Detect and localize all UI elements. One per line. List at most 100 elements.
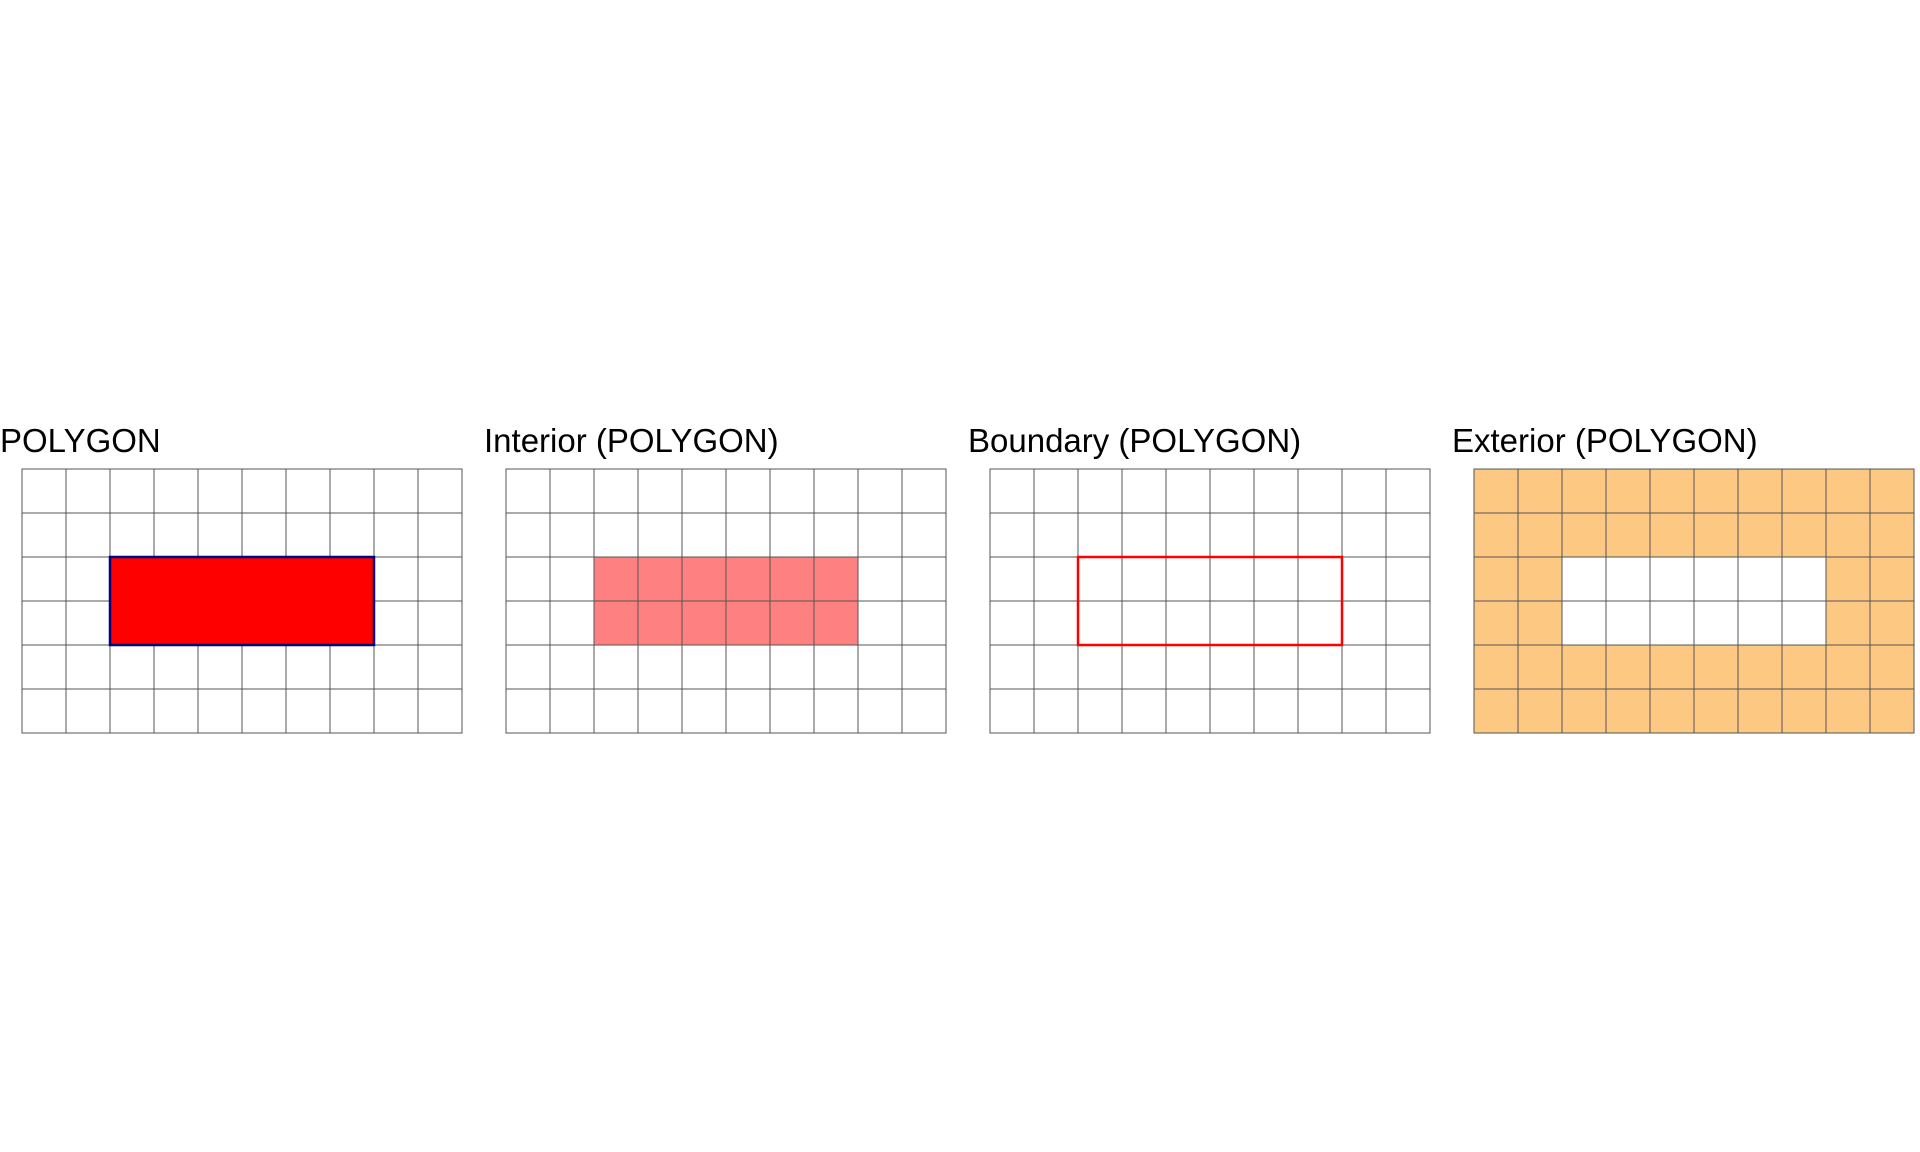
grid-cell	[197, 512, 243, 558]
grid-cell	[1737, 512, 1783, 558]
grid-cell	[857, 644, 903, 690]
grid-cell	[1561, 600, 1607, 646]
grid-cell	[417, 512, 463, 558]
grid-cell	[329, 468, 375, 514]
grid-cell	[813, 600, 859, 646]
grid-cell	[637, 512, 683, 558]
grid-cell	[417, 556, 463, 602]
grid-cell	[901, 644, 947, 690]
grid-cell	[1825, 512, 1871, 558]
grid-cell	[197, 468, 243, 514]
grid-cell	[1341, 556, 1387, 602]
grid-cell	[1121, 644, 1167, 690]
grid-cell	[65, 512, 111, 558]
grid-cell	[1121, 556, 1167, 602]
grid-cell	[373, 644, 419, 690]
grid-cell	[109, 644, 155, 690]
grid-cell	[813, 688, 859, 734]
grid-cell	[1473, 688, 1519, 734]
grid-cell	[505, 556, 551, 602]
grid-cell	[637, 468, 683, 514]
grid-cell	[1165, 468, 1211, 514]
polygon-boundary	[1076, 555, 1344, 647]
grid-cell	[1077, 556, 1123, 602]
grid-cell	[1385, 556, 1431, 602]
grid-cell	[1781, 644, 1827, 690]
grid-cell	[1209, 468, 1255, 514]
grid-cell	[1473, 556, 1519, 602]
grid-cell	[989, 688, 1035, 734]
grid-exterior	[1473, 468, 1915, 734]
grid-cell	[1869, 644, 1915, 690]
grid-cell	[1253, 556, 1299, 602]
grid-cell	[65, 644, 111, 690]
grid-cell	[593, 600, 639, 646]
grid-cell	[1077, 468, 1123, 514]
grid-cell	[857, 600, 903, 646]
grid-cell	[1253, 600, 1299, 646]
grid-cell	[549, 556, 595, 602]
grid-cell	[241, 644, 287, 690]
grid-cell	[1165, 644, 1211, 690]
grid-cell	[1385, 688, 1431, 734]
grid-cell	[505, 512, 551, 558]
grid-cell	[1209, 688, 1255, 734]
grid-cell	[1297, 556, 1343, 602]
grid-cell	[637, 600, 683, 646]
grid-cell	[373, 556, 419, 602]
grid-cell	[1385, 468, 1431, 514]
grid-cell	[1077, 512, 1123, 558]
grid-cell	[1341, 600, 1387, 646]
grid-cell	[857, 556, 903, 602]
grid-cell	[1781, 512, 1827, 558]
grid-cell	[1605, 512, 1651, 558]
grid-cell	[1649, 688, 1695, 734]
grid-cell	[1253, 644, 1299, 690]
grid-cell	[1781, 468, 1827, 514]
grid-cell	[1605, 688, 1651, 734]
grid-cell	[1825, 644, 1871, 690]
grid-cell	[769, 468, 815, 514]
grid-cell	[1825, 556, 1871, 602]
grid-cell	[65, 688, 111, 734]
grid-cell	[197, 688, 243, 734]
grid-cell	[769, 600, 815, 646]
grid-cell	[417, 688, 463, 734]
grid-cell	[1077, 600, 1123, 646]
grid-cell	[153, 688, 199, 734]
grid-cell	[725, 644, 771, 690]
grid-cell	[285, 512, 331, 558]
grid-cell	[241, 512, 287, 558]
grid-cell	[901, 512, 947, 558]
grid-cell	[1297, 512, 1343, 558]
grid-cell	[901, 556, 947, 602]
grid-cell	[593, 644, 639, 690]
grid-cell	[725, 600, 771, 646]
grid-cell	[1297, 468, 1343, 514]
grid-cell	[593, 688, 639, 734]
grid-cell	[1649, 468, 1695, 514]
grid-cell	[857, 688, 903, 734]
grid-cell	[1869, 468, 1915, 514]
grid-cell	[901, 688, 947, 734]
panel-exterior: Exterior (POLYGON)	[1452, 419, 1915, 739]
grid-cell	[637, 556, 683, 602]
grid-cell	[549, 688, 595, 734]
grid-cell	[1561, 512, 1607, 558]
grid-cell	[1605, 468, 1651, 514]
grid-cell	[1561, 688, 1607, 734]
grid-cell	[901, 600, 947, 646]
grid-cell	[417, 600, 463, 646]
grid-cell	[1649, 512, 1695, 558]
grid-cell	[1561, 468, 1607, 514]
grid-cell	[1033, 688, 1079, 734]
grid-cell	[1825, 468, 1871, 514]
grid-cell	[1033, 644, 1079, 690]
grid-cell	[1033, 556, 1079, 602]
grid-cell	[1693, 512, 1739, 558]
grid-cell	[1209, 644, 1255, 690]
grid-cell	[241, 468, 287, 514]
grid-cell	[1385, 644, 1431, 690]
grid-cell	[1781, 600, 1827, 646]
grid-cell	[549, 468, 595, 514]
